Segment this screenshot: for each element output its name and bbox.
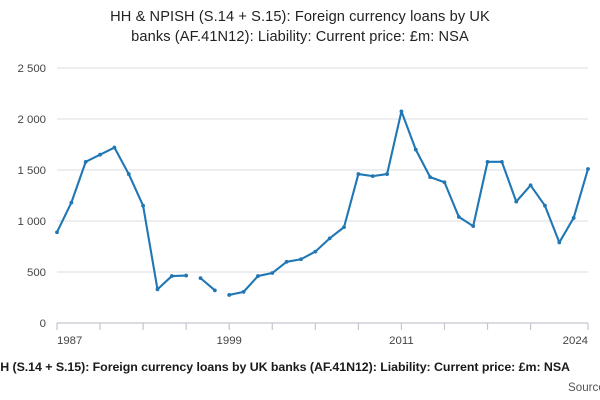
data-point <box>284 259 289 264</box>
data-point <box>126 172 131 176</box>
data-point <box>256 274 260 278</box>
y-axis-tick-label: 1 000 <box>17 216 46 228</box>
footer: HH & NPISH (S.14 + S.15): Foreign curren… <box>0 355 600 400</box>
data-point <box>241 289 246 294</box>
data-point <box>442 180 447 185</box>
data-point <box>528 183 533 188</box>
x-axis-tick-labels: 1987 1999 2011 2024 <box>57 335 588 347</box>
page-title-line-2: banks (AF.41N12): Liability: Current pri… <box>131 29 469 45</box>
data-point <box>212 288 217 293</box>
line-chart: 0 500 1 000 1 500 2 000 2 500 1987 1999 2011 202… <box>17 63 590 347</box>
data-point <box>169 274 174 278</box>
data-point <box>514 199 519 204</box>
data-point <box>342 225 346 230</box>
x-axis-tick-label: 2024 <box>563 335 588 347</box>
data-point <box>485 159 490 164</box>
data-series-markers <box>55 109 590 297</box>
x-axis-tick-label: 1987 <box>57 335 82 347</box>
data-point <box>586 167 590 171</box>
y-axis-tick-label: 2 500 <box>17 63 46 75</box>
data-point <box>356 172 361 176</box>
y-axis-tick-labels: 0 500 1 000 1 500 2 000 2 500 <box>17 63 46 330</box>
data-point <box>98 152 102 157</box>
data-point <box>499 159 504 164</box>
chart-plot-area: 0 500 1 000 1 500 2 000 2 500 1987 1999 2011 202… <box>0 60 600 355</box>
data-point <box>83 159 88 164</box>
data-point <box>198 276 203 281</box>
data-point <box>571 216 576 220</box>
y-axis-tick-label: 500 <box>27 267 46 279</box>
footer-source: Source: <box>0 381 600 394</box>
data-point <box>456 215 461 219</box>
data-point <box>55 230 59 235</box>
data-point <box>385 172 389 176</box>
data-point <box>557 240 562 245</box>
data-point <box>313 249 318 254</box>
data-point <box>270 271 275 275</box>
data-point <box>155 287 160 292</box>
x-axis-tick-label: 1999 <box>217 335 242 347</box>
data-point <box>399 109 404 114</box>
series-segment <box>55 146 188 291</box>
data-point <box>327 236 332 241</box>
page-title-line-1: HH & NPISH (S.14 + S.15): Foreign curren… <box>110 9 490 25</box>
y-axis-tick-label: 1 500 <box>17 165 46 177</box>
data-point <box>112 145 117 150</box>
footer-source-label: Source: <box>568 381 600 394</box>
data-point <box>227 293 232 297</box>
data-point <box>184 273 189 278</box>
data-point <box>370 174 375 179</box>
data-point <box>428 175 433 180</box>
data-point <box>141 203 146 208</box>
gridlines <box>57 67 588 273</box>
series-segment <box>228 110 590 296</box>
data-point <box>69 200 74 205</box>
series-segment <box>199 277 216 292</box>
footer-title: HH & NPISH (S.14 + S.15): Foreign curren… <box>0 360 570 374</box>
data-series-line <box>55 110 590 296</box>
x-axis <box>56 322 589 330</box>
data-point <box>413 147 418 152</box>
data-point <box>543 203 547 208</box>
data-point <box>299 257 303 262</box>
data-point <box>471 224 476 229</box>
y-axis-tick-label: 0 <box>40 318 46 330</box>
x-axis-tick-label: 2011 <box>389 335 414 347</box>
page-title: HH & NPISH (S.14 + S.15): Foreign curren… <box>30 7 570 47</box>
y-axis-tick-label: 2 000 <box>17 114 46 126</box>
